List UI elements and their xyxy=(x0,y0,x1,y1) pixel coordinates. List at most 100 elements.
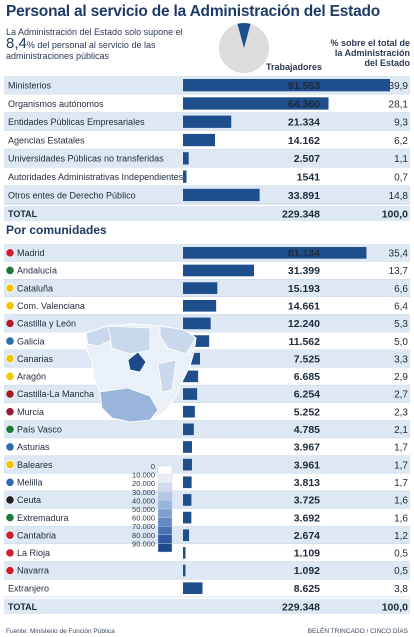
region-bar xyxy=(183,529,190,542)
region-flag-icon xyxy=(5,477,15,487)
region-row: Extremadura 3.692 1,6 xyxy=(4,508,410,527)
region-value-label: 8.625 xyxy=(294,583,320,595)
legend-swatch xyxy=(157,508,173,518)
region-value-label: 1.109 xyxy=(294,548,320,560)
region-bar xyxy=(183,282,218,294)
region-pct-label: 1,2 xyxy=(394,531,408,542)
region-bar xyxy=(183,335,210,347)
org-pct-label: 28,1 xyxy=(389,99,409,110)
org-total-value: 229.348 xyxy=(282,209,320,221)
row-band xyxy=(4,149,410,168)
region-pct-label: 13,7 xyxy=(389,266,409,277)
org-category-label: Autoridades Administrativas Independient… xyxy=(8,172,184,182)
spain-map xyxy=(85,323,197,423)
region-bar xyxy=(183,299,217,312)
map-region-castilla-leon xyxy=(107,325,151,355)
region-value-label: 31.399 xyxy=(288,265,320,277)
row-band xyxy=(4,473,410,492)
row-band xyxy=(4,367,410,386)
region-row: La Rioja 1.109 0,5 xyxy=(4,544,410,563)
region-value-label: 12.240 xyxy=(288,318,320,330)
region-category-label: Madrid xyxy=(17,248,45,258)
legend-swatch xyxy=(157,465,173,475)
region-value-label: 3.813 xyxy=(294,477,320,489)
org-bar xyxy=(183,115,232,128)
section-title: Por comunidades xyxy=(6,223,107,237)
legend-swatch xyxy=(157,500,173,510)
org-total-row: TOTAL 229.348 100,0 xyxy=(4,206,410,222)
region-value-label: 2.674 xyxy=(294,530,320,542)
legend-tick-label: 70.000 xyxy=(132,522,155,531)
region-row: Castilla-La Mancha 6.254 2,7 xyxy=(4,385,410,404)
region-pct-label: 6,6 xyxy=(394,284,408,295)
legend-tick-label: 90.000 xyxy=(132,539,155,548)
region-row: Com. Valenciana 14.661 6,4 xyxy=(4,296,410,315)
region-value-label: 3.692 xyxy=(294,512,320,524)
legend-swatch xyxy=(157,534,173,544)
region-pct-label: 1,6 xyxy=(394,513,408,524)
region-pct-label: 2,3 xyxy=(394,407,408,418)
region-category-label: Canarias xyxy=(17,354,54,364)
region-value-label: 14.661 xyxy=(288,300,320,312)
map-region-valenciana xyxy=(157,359,177,393)
region-category-label: Baleares xyxy=(17,460,53,470)
intro-text-after: del personal al servicio de las administ… xyxy=(6,40,156,61)
region-row: Asturias 3.967 1,7 xyxy=(4,438,410,457)
intro-text: La Administración del Estado solo supone… xyxy=(6,27,211,62)
region-pct-label: 5,3 xyxy=(394,319,408,330)
region-bar xyxy=(183,370,199,383)
row-band xyxy=(4,349,410,368)
org-value-label: 14.162 xyxy=(288,135,320,147)
region-bar xyxy=(183,511,192,524)
region-row: Melilla 3.813 1,7 xyxy=(4,473,410,492)
org-category-label: Agencias Estatales xyxy=(8,135,85,145)
row-band xyxy=(4,544,410,562)
region-value-label: 81.134 xyxy=(288,248,320,260)
region-flag-icon xyxy=(5,248,15,258)
region-flag-icon xyxy=(5,354,15,364)
org-category-label: Organismos autónomos xyxy=(8,99,104,109)
region-flag-icon xyxy=(5,318,15,329)
row-band xyxy=(4,438,410,456)
region-pct-label: 35,4 xyxy=(389,249,409,260)
org-value-label: 21.334 xyxy=(288,117,320,129)
region-value-label: 1.092 xyxy=(294,565,320,577)
region-row: Navarra 1.092 0,5 xyxy=(4,561,410,580)
org-category-label: Entidades Públicas Empresariales xyxy=(8,117,145,127)
row-band xyxy=(4,167,410,186)
region-pct-label: 0,5 xyxy=(394,549,408,560)
region-bar xyxy=(183,582,203,594)
org-row: Otros entes de Derecho Público 33.891 14,8 xyxy=(4,185,410,205)
region-pct-label: 2,1 xyxy=(394,425,408,436)
org-row: Ministerios 91.553 39,9 xyxy=(4,76,410,95)
org-value-label: 33.891 xyxy=(288,190,320,202)
pie-slice-state xyxy=(237,23,251,48)
region-value-label: 4.785 xyxy=(294,424,320,436)
region-pct-label: 3,3 xyxy=(394,354,408,365)
org-category-label: Otros entes de Derecho Público xyxy=(8,190,136,200)
region-row: País Vasco 4.785 2,1 xyxy=(4,420,410,439)
region-pct-label: 0,5 xyxy=(394,566,408,577)
region-category-label: Aragón xyxy=(17,372,46,382)
row-band xyxy=(4,579,410,597)
legend-tick-label: 10.000 xyxy=(132,471,155,480)
map-region-madrid xyxy=(127,351,147,373)
region-bar xyxy=(183,441,192,453)
region-total-label: TOTAL xyxy=(8,602,38,612)
region-row: Aragón 6.685 2,9 xyxy=(4,367,410,386)
region-total-value: 229.348 xyxy=(282,602,320,614)
region-value-label: 3.961 xyxy=(294,459,320,471)
legend-swatch xyxy=(157,543,173,553)
region-row: Andalucía 31.399 13,7 xyxy=(4,261,410,280)
region-flag-icon xyxy=(5,495,15,505)
region-row: Cataluña 15.193 6,6 xyxy=(4,279,410,298)
region-value-label: 11.562 xyxy=(288,336,320,348)
region-category-label: Ceuta xyxy=(17,495,41,505)
org-value-label: 64.360 xyxy=(288,98,320,110)
org-value-label: 91.553 xyxy=(288,80,320,92)
region-flag-icon xyxy=(5,512,15,523)
region-pct-label: 1,7 xyxy=(394,443,408,454)
region-bar xyxy=(183,247,367,259)
legend-tick-label: 0 xyxy=(151,462,155,471)
